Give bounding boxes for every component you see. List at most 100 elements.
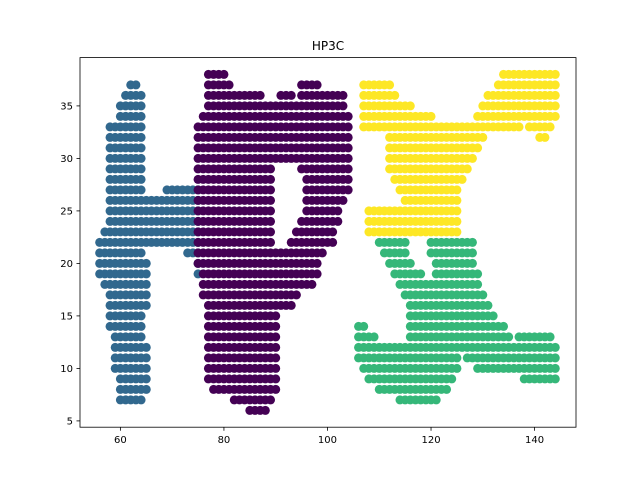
scatter-point — [545, 332, 555, 342]
scatter-point — [545, 122, 555, 132]
scatter-point — [462, 164, 472, 174]
scatter-point — [136, 122, 146, 132]
scatter-point — [550, 90, 560, 100]
x-tick-label: 60 — [114, 435, 127, 446]
scatter-point — [266, 216, 276, 226]
scatter-point — [442, 384, 452, 394]
scatter-point — [343, 122, 353, 132]
scatter-point — [141, 258, 151, 268]
scatter-point — [483, 300, 493, 310]
scatter-point — [473, 143, 483, 153]
scatter-point — [136, 321, 146, 331]
scatter-point — [514, 122, 524, 132]
scatter-point — [338, 101, 348, 111]
scatter-point — [400, 248, 410, 258]
scatter-point — [369, 332, 379, 342]
scatter-point — [312, 258, 322, 268]
scatter-point — [338, 90, 348, 100]
scatter-point — [266, 206, 276, 216]
y-tick-label: 5 — [67, 416, 73, 427]
scatter-point — [136, 90, 146, 100]
scatter-point — [141, 269, 151, 279]
scatter-point — [431, 395, 441, 405]
scatter-point — [141, 300, 151, 310]
scatter-point — [141, 384, 151, 394]
scatter-point — [338, 195, 348, 205]
scatter-point — [343, 111, 353, 121]
scatter-point — [141, 290, 151, 300]
scatter-point — [271, 353, 281, 363]
scatter-point — [136, 332, 146, 342]
y-tick-label: 25 — [60, 206, 73, 217]
scatter-point — [141, 353, 151, 363]
scatter-point — [136, 174, 146, 184]
scatter-point — [390, 90, 400, 100]
scatter-point — [499, 321, 509, 331]
x-tick-label: 140 — [525, 435, 544, 446]
scatter-point — [467, 237, 477, 247]
scatter-point — [550, 363, 560, 373]
scatter-point — [136, 143, 146, 153]
scatter-point — [405, 258, 415, 268]
scatter-point — [405, 101, 415, 111]
scatter-point — [312, 269, 322, 279]
scatter-point — [550, 101, 560, 111]
plot-frame — [79, 57, 577, 428]
scatter-point — [291, 290, 301, 300]
scatter-point — [219, 69, 229, 79]
scatter-point — [452, 363, 462, 373]
y-tick-label: 30 — [60, 154, 73, 165]
scatter-point — [328, 227, 338, 237]
x-tick-label: 100 — [318, 435, 337, 446]
scatter-point — [136, 248, 146, 258]
scatter-point — [343, 132, 353, 142]
scatter-point — [136, 395, 146, 405]
scatter-point — [550, 374, 560, 384]
scatter-point — [473, 279, 483, 289]
scatter-point — [467, 248, 477, 258]
scatter-point — [550, 80, 560, 90]
scatter-point — [141, 279, 151, 289]
scatter-point — [385, 80, 395, 90]
scatter-point — [550, 353, 560, 363]
scatter-point — [452, 353, 462, 363]
scatter-point — [400, 237, 410, 247]
scatter-point — [447, 374, 457, 384]
scatter-point — [271, 311, 281, 321]
scatter-point — [452, 195, 462, 205]
scatter-point — [478, 132, 488, 142]
scatter-point — [136, 153, 146, 163]
scatter-point — [550, 342, 560, 352]
y-tick-label: 20 — [60, 259, 73, 270]
y-tick-label: 15 — [60, 311, 73, 322]
scatter-point — [271, 384, 281, 394]
scatter-point — [136, 185, 146, 195]
scatter-point — [550, 69, 560, 79]
scatter-point — [266, 237, 276, 247]
scatter-point — [286, 90, 296, 100]
scatter-point — [343, 164, 353, 174]
scatter-point — [266, 185, 276, 195]
scatter-point — [488, 311, 498, 321]
scatter-point — [473, 269, 483, 279]
scatter-point — [504, 332, 514, 342]
x-tick-label: 80 — [218, 435, 231, 446]
scatter-point — [307, 279, 317, 289]
scatter-point — [266, 195, 276, 205]
scatter-point — [467, 153, 477, 163]
scatter-point — [271, 321, 281, 331]
scatter-point — [467, 258, 477, 268]
y-tick-label: 10 — [60, 364, 73, 375]
x-axis: 60 80 100 120 140 — [114, 427, 544, 446]
scatter-point — [266, 174, 276, 184]
scatter-point — [426, 111, 436, 121]
scatter-point — [266, 227, 276, 237]
scatter-point — [343, 185, 353, 195]
scatter-point — [255, 90, 265, 100]
scatter-point — [317, 248, 327, 258]
scatter-point — [359, 321, 369, 331]
scatter-point — [271, 342, 281, 352]
scatter-point — [141, 374, 151, 384]
y-axis: 5 10 15 20 25 30 35 — [60, 101, 80, 427]
